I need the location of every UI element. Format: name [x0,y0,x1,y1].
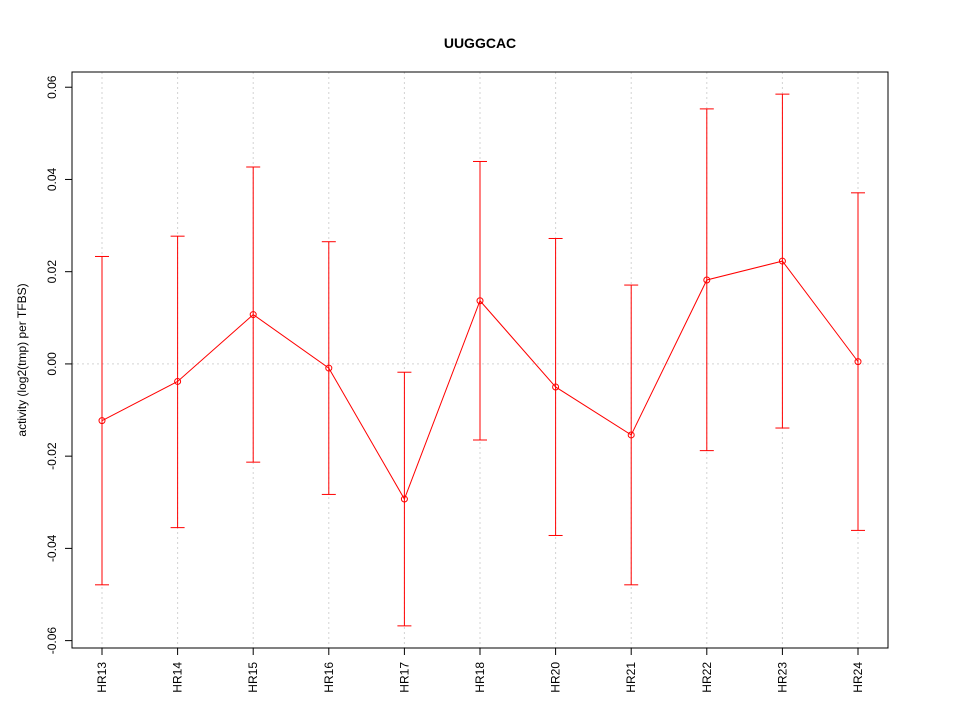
x-tick-label: HR18 [473,662,487,693]
data-point [854,358,862,366]
data-point [627,431,635,439]
series [95,93,865,627]
x-tick-label: HR16 [322,662,336,693]
y-axis: -0.06 -0.04 -0.02 0.00 0.02 0.04 0.06 [45,75,73,655]
x-tick-label: HR15 [246,662,260,693]
y-axis-label: activity (log2(tmp) per TFBS) [15,283,29,436]
series-line [101,260,859,501]
x-tick-label: HR17 [397,662,411,693]
y-tick-label: -0.02 [45,442,59,470]
x-tick-label: HR21 [624,662,638,693]
data-point [98,417,106,425]
x-tick-label: HR13 [95,662,109,693]
data-point [400,495,408,503]
x-tick-label: HR20 [549,662,563,693]
y-tick-label: -0.06 [45,627,59,655]
y-tick-label: -0.04 [45,534,59,562]
data-point [325,364,333,372]
series-group [95,93,865,627]
data-point [552,383,560,391]
x-tick-label: HR22 [700,662,714,693]
x-tick-label: HR14 [171,662,185,693]
chart-title: UUGGCAC [444,35,516,51]
data-point [778,257,786,265]
x-tick-label: HR24 [851,662,865,693]
data-point [703,276,711,284]
y-tick-label: 0.02 [45,260,59,284]
y-tick-label: 0.00 [45,352,59,376]
y-tick-label: 0.06 [45,75,59,99]
data-point [174,377,182,385]
x-tick-label: HR23 [775,662,789,693]
data-point [249,311,257,319]
y-tick-label: 0.04 [45,167,59,191]
data-point [476,297,484,305]
x-axis: HR13 HR14 HR15 HR16 HR17 HR18 HR20 HR21 HR22 HR23… [95,647,865,693]
